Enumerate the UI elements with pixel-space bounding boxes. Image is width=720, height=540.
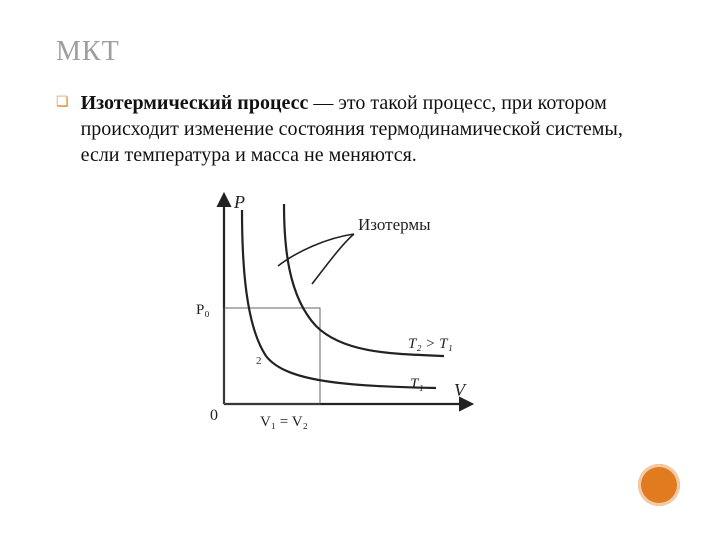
decor-circle-icon [638,464,680,506]
label-origin: 0 [210,407,218,424]
body-row: ❏ Изотермический процесс — это такой про… [56,90,664,168]
guide-box [224,308,320,404]
bullet-icon: ❏ [56,96,69,110]
label-t2: T₂ > T₁ [408,336,453,352]
label-isotherms: Изотермы [358,215,431,234]
slide-title: МКТ [56,36,664,68]
diagram-svg: P V 0 P₀ Изотермы T₂ > T₁ T₁ V₁ = V₂ 2 [176,186,476,446]
label-p-axis: P [233,192,245,212]
isotherm-diagram: P V 0 P₀ Изотермы T₂ > T₁ T₁ V₁ = V₂ 2 [176,186,664,451]
label-small-2: 2 [256,355,262,367]
label-v-eq: V₁ = V₂ [260,414,308,430]
label-t1: T₁ [410,376,424,392]
callout-line-1 [278,234,354,266]
term: Изотермический процесс [81,92,309,114]
slide: МКТ ❏ Изотермический процесс — это такой… [0,0,720,540]
callout-line-2 [312,234,354,284]
label-p0: P₀ [196,302,210,318]
label-v-axis: V [454,380,467,400]
definition-paragraph: Изотермический процесс — это такой проце… [81,90,641,168]
